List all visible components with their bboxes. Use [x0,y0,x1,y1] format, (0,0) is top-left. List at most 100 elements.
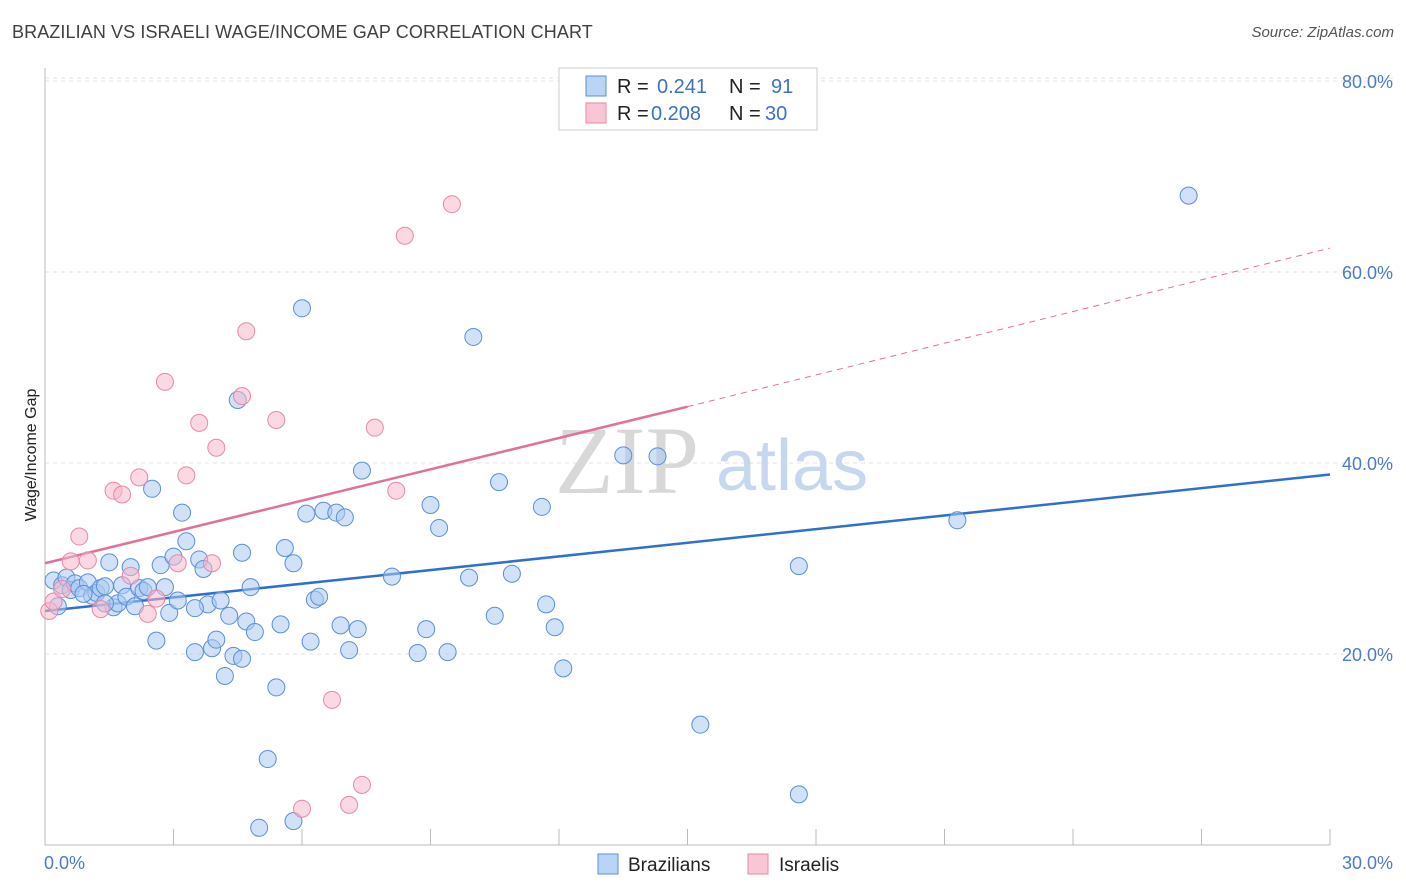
point-israeli [442,195,461,214]
point-brazilian [331,616,350,635]
source-label: Source: ZipAtlas.com [1251,24,1394,41]
point-israeli [207,438,226,457]
point-israeli [130,468,149,487]
x-tick-label: 30.0% [1342,853,1393,873]
point-brazilian [382,567,401,586]
point-israeli [44,592,63,611]
point-brazilian [490,473,509,492]
axes [44,68,1331,846]
legend-bottom-swatch-brazilians [597,853,619,875]
legend-r-label: R = [617,103,649,125]
point-brazilian [310,587,329,606]
point-brazilian [352,461,371,480]
point-israeli [78,551,97,570]
point-brazilian [408,644,427,663]
point-brazilian [275,538,294,557]
point-israeli [138,604,157,623]
point-brazilian [258,750,277,769]
point-brazilian [614,446,633,465]
point-brazilian [211,591,230,610]
point-brazilian [340,641,359,660]
point-israeli [190,413,209,432]
legend-swatch-israelis [585,102,607,124]
point-israeli [61,552,80,571]
point-israeli [387,481,406,500]
point-israeli [53,580,72,599]
point-brazilian [545,618,564,637]
watermark-atlas: atlas [716,426,868,506]
point-brazilian [421,496,440,515]
point-brazilian [220,606,239,625]
point-brazilian [207,630,226,649]
chart-title: BRAZILIAN VS ISRAELI WAGE/INCOME GAP COR… [12,22,593,42]
point-brazilian [789,557,808,576]
point-brazilian [438,643,457,662]
point-brazilian [177,532,196,551]
legend-r-value: 0.208 [651,103,701,125]
y-tick-label: 80.0% [1342,72,1393,92]
point-israeli [113,485,132,504]
point-israeli [322,690,341,709]
point-brazilian [554,659,573,678]
point-brazilian [284,812,303,831]
legend-swatch-brazilians [585,75,607,97]
point-brazilian [460,568,479,587]
point-brazilian [168,591,187,610]
legend-bottom: Brazilians Israelis [597,853,839,876]
point-israeli [233,387,252,406]
legend-r-value: 0.241 [657,76,707,98]
axis-labels: Wage/Income Gap 20.0% 40.0% 60.0% 80.0% 0.0%… [23,72,1393,873]
grid-lines [45,77,1393,655]
point-israeli [121,566,140,585]
point-brazilian [100,553,119,572]
point-brazilian [301,632,320,651]
point-brazilian [691,715,710,734]
point-israeli [237,322,256,341]
point-brazilian [95,577,114,596]
point-brazilian [948,511,967,530]
point-israeli [365,418,384,437]
legend-r-label: R = [617,76,649,98]
point-brazilian [74,584,93,603]
point-brazilian [430,518,449,537]
point-israeli [352,775,371,794]
point-brazilian [789,785,808,804]
point-israeli [267,411,286,430]
point-israeli [91,600,110,619]
point-brazilian [245,623,264,642]
point-brazilian [233,543,252,562]
point-israeli [293,799,311,818]
point-israeli [155,372,174,391]
point-brazilian [160,603,179,622]
y-tick-label: 60.0% [1342,263,1393,283]
point-israeli [203,554,222,573]
point-brazilian [532,497,551,516]
y-axis-label: Wage/Income Gap [23,389,40,522]
trend-line-israelis-extension [687,247,1331,408]
legend-n-label: N = [729,103,761,125]
legend-bottom-label-israelis: Israelis [779,855,839,876]
point-israeli [395,226,414,245]
data-points [40,186,1198,837]
point-brazilian [241,578,260,597]
legend-bottom-label-brazilians: Brazilians [628,855,710,876]
point-brazilian [284,554,303,573]
legend-n-value: 30 [765,103,787,125]
point-brazilian [147,631,166,650]
point-brazilian [233,649,252,668]
point-brazilian [185,643,204,662]
point-israeli [70,527,89,546]
point-brazilian [293,299,311,318]
legend-bottom-swatch-israelis [747,853,769,875]
point-israeli [340,795,359,814]
point-brazilian [215,666,234,685]
point-brazilian [185,599,204,618]
y-tick-label: 20.0% [1342,645,1393,665]
point-brazilian [335,508,354,527]
point-brazilian [1179,186,1198,205]
point-brazilian [348,620,367,639]
y-tick-label: 40.0% [1342,454,1393,474]
legend-n-value: 91 [771,76,793,98]
point-israeli [168,554,187,573]
